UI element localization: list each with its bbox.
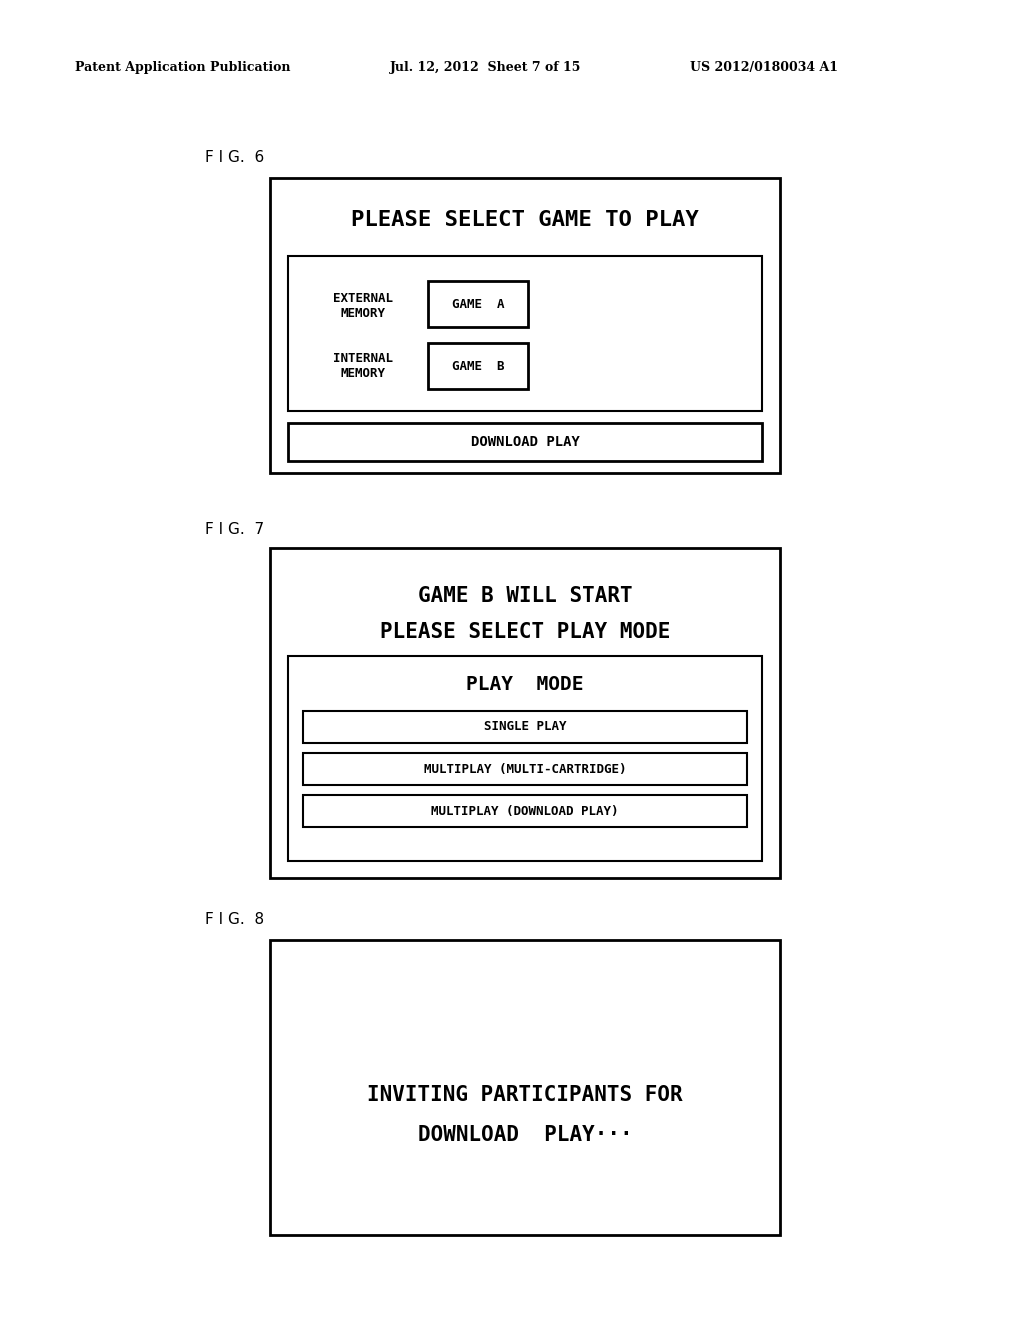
Text: EXTERNAL
MEMORY: EXTERNAL MEMORY xyxy=(333,292,393,319)
Bar xyxy=(428,281,528,327)
Text: PLEASE SELECT GAME TO PLAY: PLEASE SELECT GAME TO PLAY xyxy=(351,210,698,230)
Bar xyxy=(428,343,528,389)
Bar xyxy=(303,752,746,785)
Text: DOWNLOAD PLAY: DOWNLOAD PLAY xyxy=(471,436,580,449)
Text: F I G.  6: F I G. 6 xyxy=(205,149,264,165)
Bar xyxy=(270,940,780,1236)
Text: F I G.  7: F I G. 7 xyxy=(205,523,264,537)
Bar xyxy=(288,656,762,861)
Text: MULTIPLAY (DOWNLOAD PLAY): MULTIPLAY (DOWNLOAD PLAY) xyxy=(431,804,618,817)
Text: INVITING PARTICIPANTS FOR: INVITING PARTICIPANTS FOR xyxy=(368,1085,683,1105)
Text: SINGLE PLAY: SINGLE PLAY xyxy=(483,721,566,734)
Text: F I G.  8: F I G. 8 xyxy=(205,912,264,928)
Bar xyxy=(288,256,762,411)
Bar xyxy=(303,711,746,743)
Text: PLEASE SELECT PLAY MODE: PLEASE SELECT PLAY MODE xyxy=(380,622,670,642)
Bar xyxy=(270,178,780,473)
Text: INTERNAL
MEMORY: INTERNAL MEMORY xyxy=(333,352,393,380)
Bar xyxy=(270,548,780,878)
Text: GAME  B: GAME B xyxy=(452,359,504,372)
Bar xyxy=(303,795,746,828)
Text: US 2012/0180034 A1: US 2012/0180034 A1 xyxy=(690,62,838,74)
Text: GAME  A: GAME A xyxy=(452,297,504,310)
Text: MULTIPLAY (MULTI-CARTRIDGE): MULTIPLAY (MULTI-CARTRIDGE) xyxy=(424,763,627,776)
Text: PLAY  MODE: PLAY MODE xyxy=(466,675,584,693)
Bar xyxy=(288,422,762,461)
Text: GAME B WILL START: GAME B WILL START xyxy=(418,586,632,606)
Text: Jul. 12, 2012  Sheet 7 of 15: Jul. 12, 2012 Sheet 7 of 15 xyxy=(390,62,582,74)
Text: Patent Application Publication: Patent Application Publication xyxy=(75,62,291,74)
Text: DOWNLOAD  PLAY···: DOWNLOAD PLAY··· xyxy=(418,1125,632,1144)
